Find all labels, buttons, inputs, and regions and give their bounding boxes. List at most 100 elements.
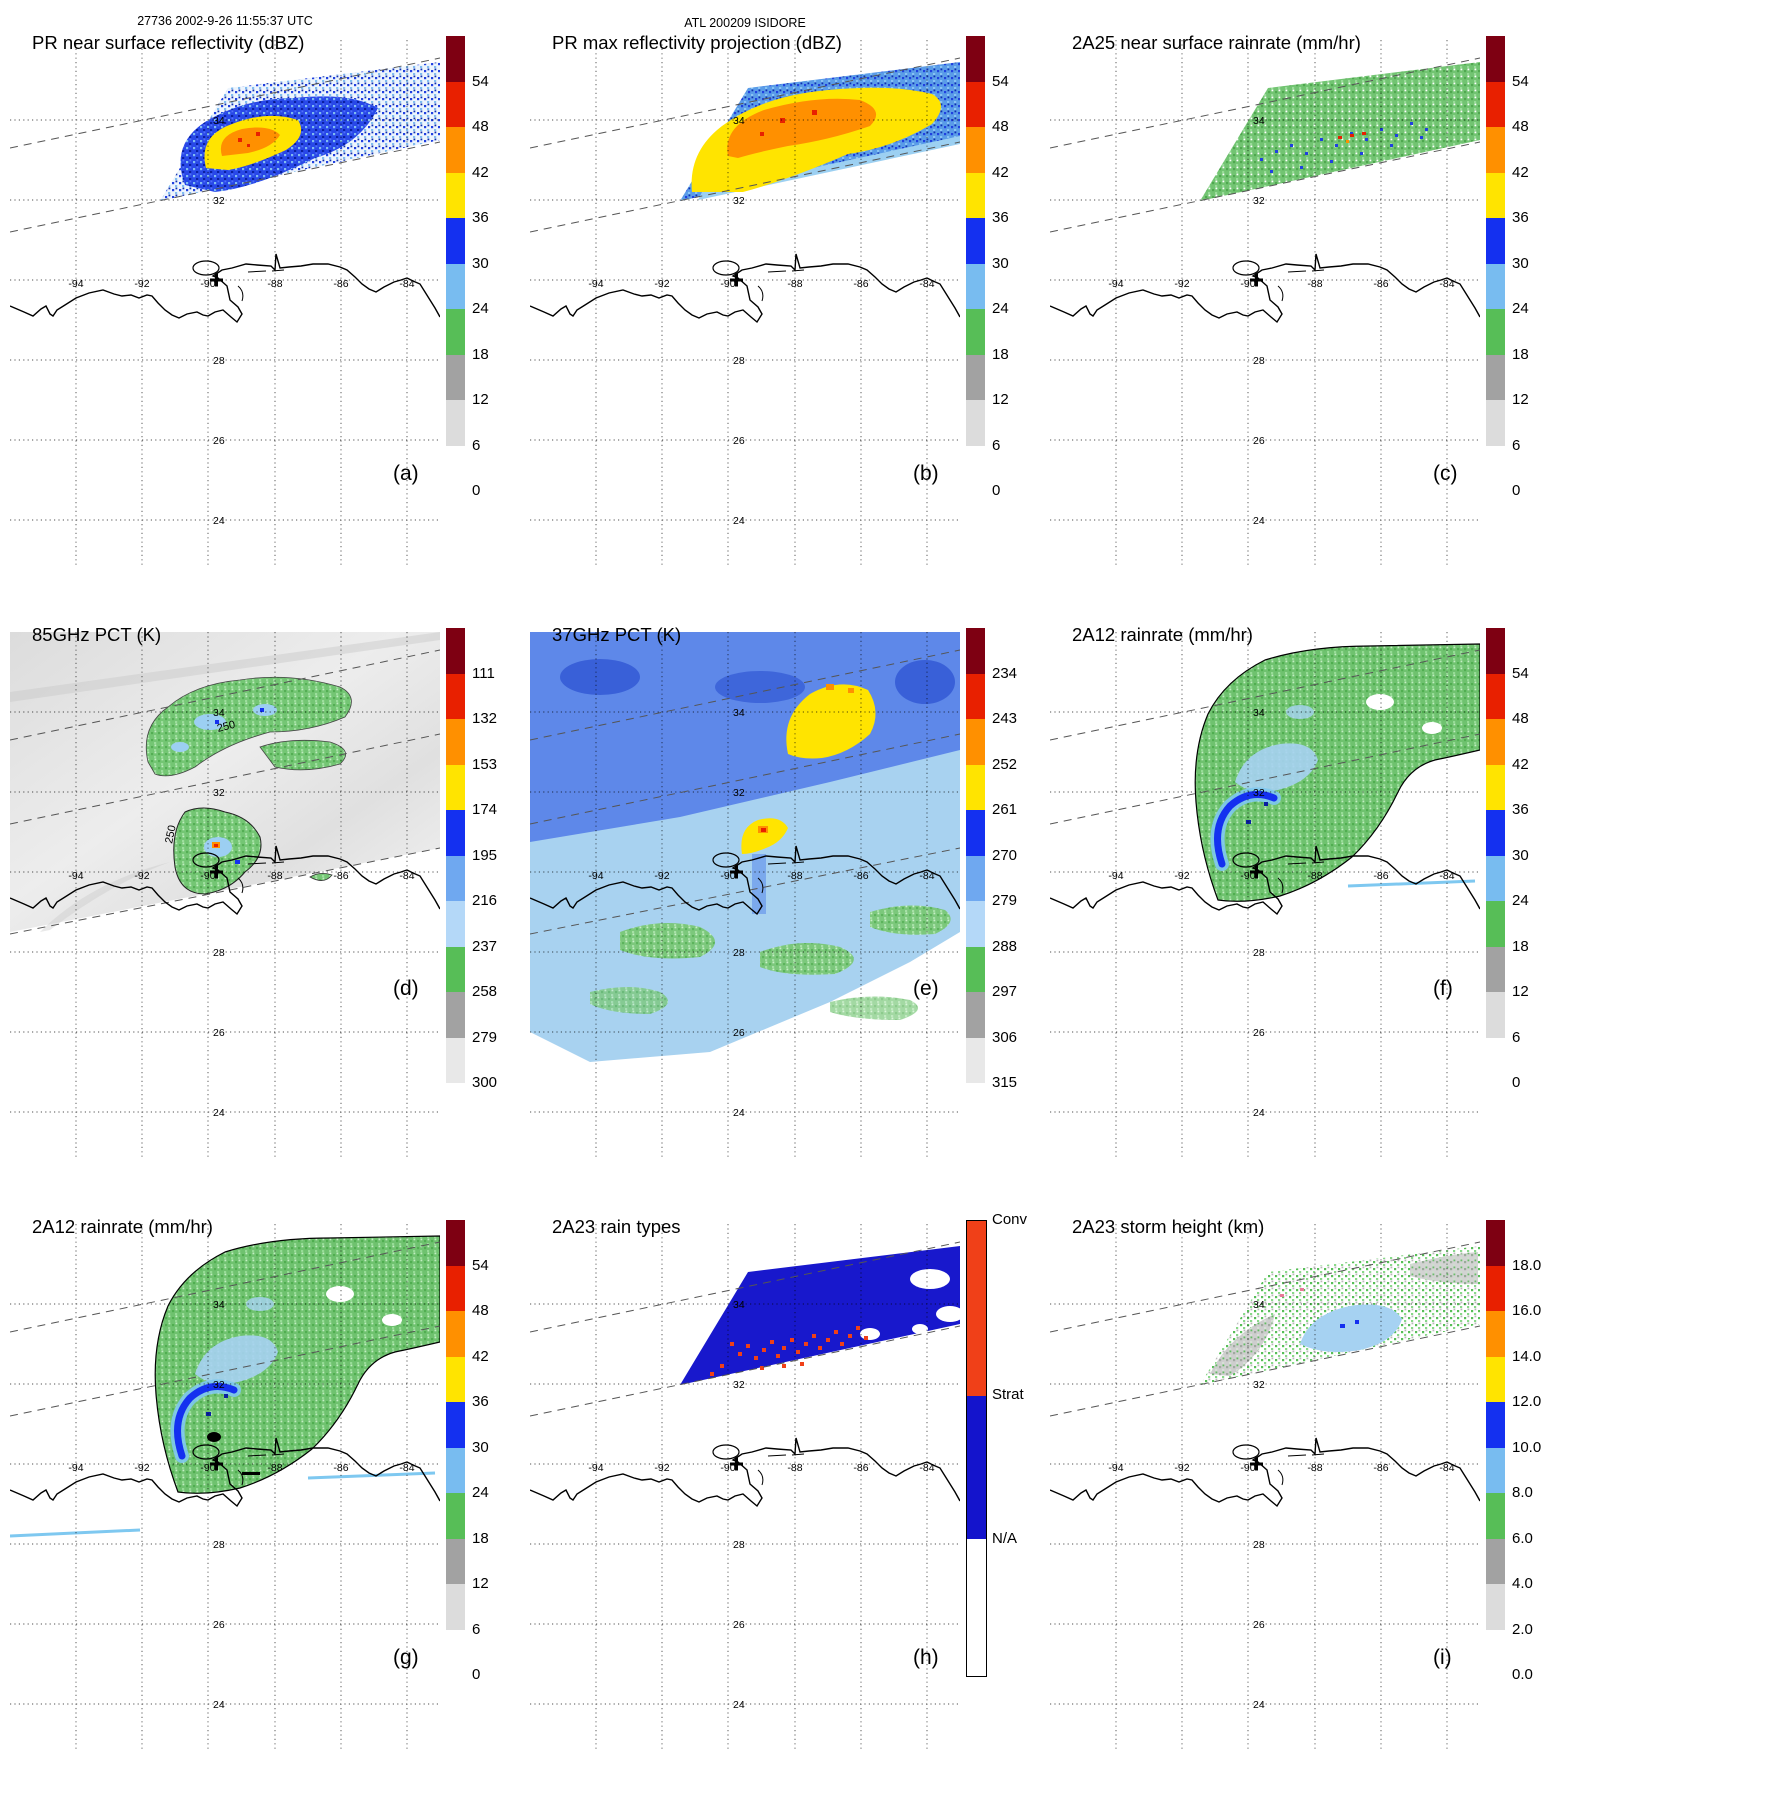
city-plus-marker — [730, 865, 743, 879]
lat-label: 24 — [1253, 1107, 1265, 1119]
colorbar-segment — [967, 1396, 986, 1540]
colorbar-tick-label: 48 — [472, 1302, 489, 1319]
colorbar-tick-label: 111 — [472, 664, 495, 682]
lat-label: 28 — [733, 947, 745, 959]
coastline — [530, 1437, 960, 1508]
colorbar-tick-label: 48 — [1512, 710, 1529, 727]
colorbar-tick-label: 48 — [472, 118, 489, 135]
lon-label: -94 — [68, 1462, 83, 1474]
colorbar-tick-label: 36 — [472, 1393, 489, 1410]
colorbar-segment — [966, 445, 985, 491]
map-area: 34 32 28 26 24 -94 -92 -90 -88 -86 -84 (b) — [530, 40, 960, 565]
colorbar-tick-label: 297 — [992, 983, 1018, 1000]
panel-letter: (c) — [1433, 462, 1458, 485]
lon-label: -90 — [1240, 278, 1255, 290]
lon-label: -84 — [399, 870, 414, 882]
colorbar — [1486, 628, 1505, 1083]
colorbar-tick-label: 54 — [1512, 72, 1529, 90]
colorbar-segment — [446, 127, 465, 173]
swath-edge-dashes — [10, 1241, 440, 1417]
colorbar-tick-label: 42 — [1512, 163, 1529, 181]
colorbar-segment — [966, 309, 985, 355]
lon-label: -90 — [720, 1462, 735, 1474]
lon-label: -90 — [720, 870, 735, 882]
map-area: 34 32 28 26 24 -94 -92 -90 -88 -86 -84 (c) — [1050, 40, 1480, 565]
colorbar — [966, 628, 985, 1083]
colorbar-segment — [967, 1539, 986, 1676]
colorbar-segment — [446, 673, 465, 719]
colorbar-segment — [1486, 1447, 1505, 1493]
colorbar-segment — [1486, 354, 1505, 400]
map-labels: 34 32 28 26 24 -94 -92 -90 -88 -86 -84 — [1108, 115, 1454, 527]
colorbar-segment — [966, 263, 985, 309]
colorbar-segment — [446, 1538, 465, 1584]
lon-label: -86 — [1373, 1462, 1388, 1474]
colorbar-tick-label: 14.0 — [1512, 1347, 1542, 1365]
colorbar-tick-label: 18 — [1512, 345, 1529, 363]
map-labels: 34 32 28 26 24 -94 -92 -90 -88 -86 -84 — [588, 1299, 934, 1711]
lat-label: 28 — [1253, 947, 1265, 959]
lon-label: -92 — [134, 870, 149, 882]
colorbar-tick-label: 24 — [472, 300, 489, 317]
lat-label: 34 — [733, 707, 745, 719]
colorbar-segment — [1486, 1538, 1505, 1584]
colorbar-tick-label: 36 — [1512, 209, 1529, 226]
swath-edge-dashes — [1050, 57, 1480, 233]
map-panel: 2A12 rainrate (mm/hr) 34 32 28 26 24 -94 -92 -9… — [10, 1210, 530, 1802]
panel-title: PR near surface reflectivity (dBZ) — [32, 32, 305, 53]
lon-label: -94 — [588, 1462, 603, 1474]
colorbar-tick-label: 54 — [472, 1256, 489, 1274]
colorbar-segment — [1486, 764, 1505, 810]
colorbar-tick-label: 30 — [472, 254, 489, 272]
colorbar-tick-label: 16.0 — [1512, 1302, 1542, 1319]
colorbar-segment — [446, 901, 465, 947]
lat-label: 26 — [213, 1027, 225, 1039]
lat-label: 34 — [1253, 707, 1265, 719]
colorbar-tick-label: 6 — [992, 436, 1001, 454]
colorbar-segment — [446, 1356, 465, 1402]
map-panel: 85GHz PCT (K) 250 250 34 32 28 26 24 -94 -92 -90-… — [10, 618, 530, 1210]
lon-label: -94 — [588, 278, 603, 290]
lon-label: -86 — [1373, 870, 1388, 882]
map-labels: 34 32 28 26 24 -94 -92 -90 -88 -86 -84 — [1108, 1299, 1454, 1711]
colorbar — [446, 1220, 465, 1675]
colorbar-segment — [966, 127, 985, 173]
map-canvas: 34 32 28 26 24 -94 -92 -90 -88 -86 -84 — [10, 1224, 440, 1749]
lat-label: 34 — [733, 1299, 745, 1311]
lat-label: 24 — [733, 515, 745, 527]
lat-label: 34 — [1253, 1299, 1265, 1311]
colorbar-segment — [966, 946, 985, 992]
lake-pontchartrain-outline — [192, 852, 220, 868]
map-panel: 2A23 rain types 34 32 28 26 24 -94 -92 -90 -88 -8… — [530, 1210, 1050, 1802]
colorbar-segment — [1486, 946, 1505, 992]
lon-label: -90 — [720, 278, 735, 290]
colorbar-segment — [1486, 719, 1505, 765]
panel-title: 2A12 rainrate (mm/hr) — [32, 1216, 213, 1237]
map-area: 34 32 28 26 24 -94 -92 -90 -88 -86 -84 (e) — [530, 632, 960, 1157]
lon-label: -94 — [68, 870, 83, 882]
colorbar-segment — [1486, 1629, 1505, 1675]
data-layer — [160, 62, 440, 201]
colorbar-segment — [446, 1265, 465, 1311]
lon-label: -88 — [267, 870, 282, 882]
panel-title: 85GHz PCT (K) — [32, 624, 162, 645]
lake-pontchartrain-outline — [192, 260, 220, 276]
city-plus-marker — [1250, 865, 1263, 879]
lon-label: -86 — [853, 278, 868, 290]
colorbar-segment — [1486, 1584, 1505, 1630]
colorbar-tick-label: 48 — [1512, 118, 1529, 135]
panel-letter: (e) — [913, 977, 939, 1000]
swath-edge-dashes — [10, 649, 440, 935]
colorbar-tick-label: 6 — [1512, 436, 1521, 454]
colorbar-segment — [1486, 400, 1505, 446]
map-area: 34 32 28 26 24 -94 -92 -90 -88 -86 -84 (g) — [10, 1224, 440, 1749]
lon-label: -86 — [853, 1462, 868, 1474]
colorbar-segment — [967, 1221, 986, 1397]
lat-label: 26 — [1253, 1027, 1265, 1039]
colorbar-segment — [966, 673, 985, 719]
panel-letter: (b) — [913, 462, 939, 485]
lat-label: 28 — [733, 1539, 745, 1551]
colorbar-tick-label: 6 — [472, 436, 481, 454]
colorbar — [966, 36, 985, 491]
map-canvas: 34 32 28 26 24 -94 -92 -90 -88 -86 -84 — [530, 1224, 960, 1749]
